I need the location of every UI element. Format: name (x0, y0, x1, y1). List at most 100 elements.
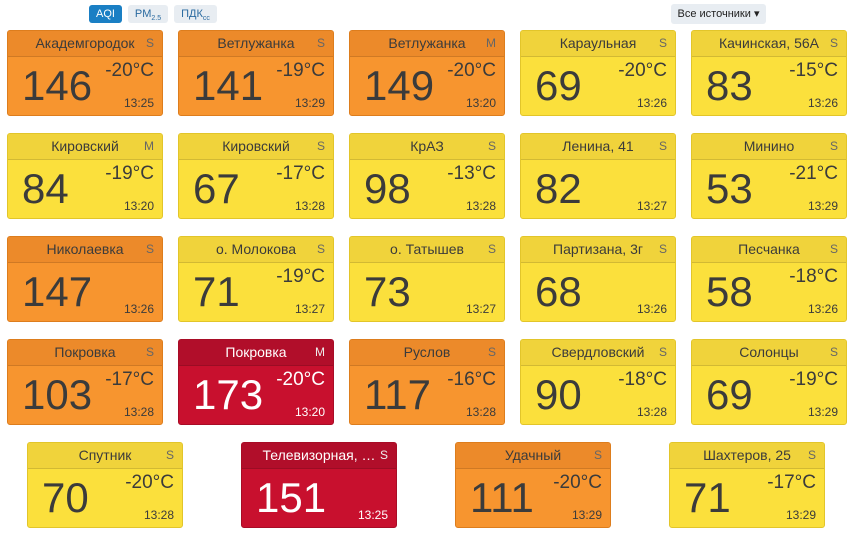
update-time: 13:29 (785, 508, 816, 522)
card-body: 146 -20°C 13:25 (8, 56, 162, 115)
station-card[interactable]: Свердловский S 90 -18°C 13:28 (520, 339, 676, 425)
temperature: -15°C (789, 60, 838, 81)
update-time: 13:26 (636, 302, 667, 316)
card-body: 90 -18°C 13:28 (521, 365, 675, 424)
station-card[interactable]: Покровка M 173 -20°C 13:20 (178, 339, 334, 425)
station-name: Удачный (504, 447, 562, 463)
card-body: 147 13:26 (8, 262, 162, 321)
update-time: 13:20 (294, 405, 325, 419)
card-body: 53 -21°C 13:29 (692, 159, 846, 218)
station-name: Качинская, 56А (719, 35, 819, 51)
update-time: 13:28 (143, 508, 174, 522)
station-name: Николаевка (46, 241, 124, 257)
station-card[interactable]: Кировский M 84 -19°C 13:20 (7, 133, 163, 219)
update-time: 13:25 (357, 508, 388, 522)
station-card[interactable]: Ленина, 41 S 82 13:27 (520, 133, 676, 219)
station-name: Свердловский (551, 344, 645, 360)
aqi-value: 98 (364, 165, 411, 212)
station-card[interactable]: Качинская, 56А S 83 -15°C 13:26 (691, 30, 847, 116)
temperature: -19°C (789, 369, 838, 390)
dropdown-text: Все источники (677, 8, 751, 20)
station-card[interactable]: Телевизорная, … S 151 13:25 (241, 442, 397, 528)
aqi-value: 69 (706, 371, 753, 418)
card-header: Минино S (692, 134, 846, 160)
card-body: 71 -17°C 13:29 (670, 468, 824, 527)
update-time: 13:28 (465, 405, 496, 419)
station-name: Спутник (78, 447, 132, 463)
station-card[interactable]: Спутник S 70 -20°C 13:28 (27, 442, 183, 528)
station-card[interactable]: о. Молокова S 71 -19°C 13:27 (178, 236, 334, 322)
source-badge: S (145, 345, 154, 359)
source-badge: M (486, 36, 496, 50)
source-badge: S (165, 448, 174, 462)
station-card[interactable]: Шахтеров, 25 S 71 -17°C 13:29 (669, 442, 825, 528)
filter-button[interactable]: AQI (89, 5, 122, 23)
station-card[interactable]: Минино S 53 -21°C 13:29 (691, 133, 847, 219)
source-badge: S (487, 139, 496, 153)
aqi-value: 111 (470, 474, 534, 521)
update-time: 13:26 (636, 96, 667, 110)
station-card[interactable]: Кировский S 67 -17°C 13:28 (178, 133, 334, 219)
source-badge: S (145, 36, 154, 50)
card-body: 70 -20°C 13:28 (28, 468, 182, 527)
update-time: 13:29 (807, 199, 838, 213)
update-time: 13:27 (465, 302, 496, 316)
aqi-value: 83 (706, 62, 753, 109)
station-card[interactable]: Покровка S 103 -17°C 13:28 (7, 339, 163, 425)
station-card[interactable]: Ветлужанка M 149 -20°C 13:20 (349, 30, 505, 116)
station-name: о. Татышев (390, 241, 464, 257)
temperature: -19°C (276, 266, 325, 287)
card-body: 84 -19°C 13:20 (8, 159, 162, 218)
card-header: Свердловский S (521, 340, 675, 366)
station-card[interactable]: Николаевка S 147 13:26 (7, 236, 163, 322)
station-name: Покровка (225, 344, 287, 360)
source-badge: S (658, 242, 667, 256)
sources-dropdown[interactable]: Все источники ▾ (671, 4, 766, 24)
update-time: 13:27 (636, 199, 667, 213)
card-header: Ленина, 41 S (521, 134, 675, 160)
station-card[interactable]: КрАЗ S 98 -13°C 13:28 (349, 133, 505, 219)
update-time: 13:29 (571, 508, 602, 522)
station-name: Кировский (222, 138, 290, 154)
card-header: Телевизорная, … S (242, 443, 396, 469)
station-card[interactable]: Солонцы S 69 -19°C 13:29 (691, 339, 847, 425)
station-card[interactable]: Удачный S 111 -20°C 13:29 (455, 442, 611, 528)
filter-button[interactable]: ПДКсс (174, 5, 217, 23)
temperature: -20°C (553, 472, 602, 493)
card-body: 69 -19°C 13:29 (692, 365, 846, 424)
source-badge: S (829, 242, 838, 256)
station-card[interactable]: Академгородок S 146 -20°C 13:25 (7, 30, 163, 116)
source-badge: S (658, 36, 667, 50)
station-card[interactable]: Руслов S 117 -16°C 13:28 (349, 339, 505, 425)
temperature: -20°C (125, 472, 174, 493)
filter-button[interactable]: PM2.5 (128, 5, 168, 23)
update-time: 13:28 (294, 199, 325, 213)
station-card[interactable]: Песчанка S 58 -18°C 13:26 (691, 236, 847, 322)
button-subscript: 2.5 (151, 15, 162, 23)
card-header: Солонцы S (692, 340, 846, 366)
aqi-value: 70 (42, 474, 89, 521)
card-body: 173 -20°C 13:20 (179, 365, 333, 424)
station-name: Покровка (54, 344, 116, 360)
source-badge: S (658, 139, 667, 153)
temperature: -18°C (618, 369, 667, 390)
source-badge: S (487, 242, 496, 256)
card-body: 117 -16°C 13:28 (350, 365, 504, 424)
station-name: Академгородок (35, 35, 135, 51)
card-header: Шахтеров, 25 S (670, 443, 824, 469)
station-card[interactable]: о. Татышев S 73 13:27 (349, 236, 505, 322)
station-name: Песчанка (738, 241, 800, 257)
temperature: -17°C (105, 369, 154, 390)
temperature: -20°C (447, 60, 496, 81)
station-card[interactable]: Ветлужанка S 141 -19°C 13:29 (178, 30, 334, 116)
card-body: 151 13:25 (242, 468, 396, 527)
source-badge: S (379, 448, 388, 462)
update-time: 13:25 (123, 96, 154, 110)
station-name: Ленина, 41 (562, 138, 634, 154)
card-header: Академгородок S (8, 31, 162, 57)
station-card[interactable]: Караульная S 69 -20°C 13:26 (520, 30, 676, 116)
station-card[interactable]: Партизана, 3г S 68 13:26 (520, 236, 676, 322)
update-time: 13:20 (123, 199, 154, 213)
card-body: 68 13:26 (521, 262, 675, 321)
